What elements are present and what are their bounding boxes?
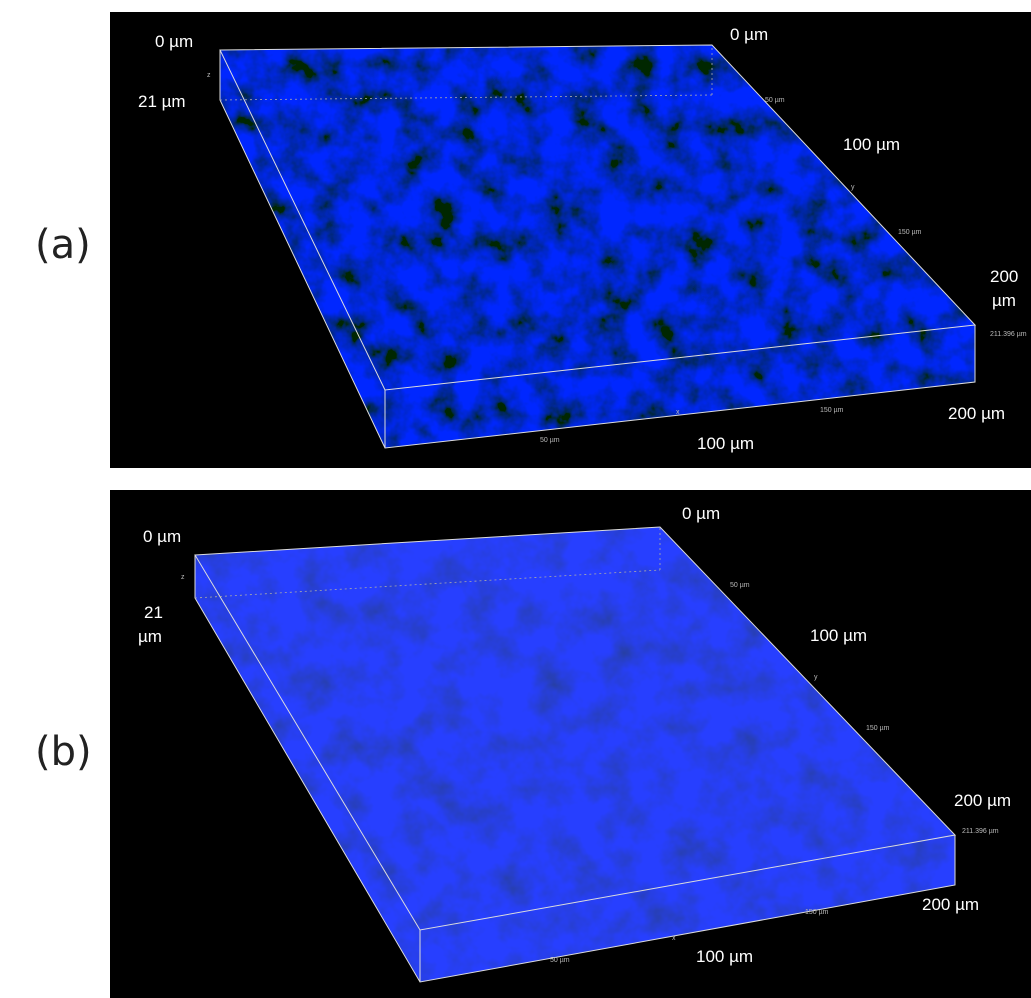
- annotation: 200 µm: [948, 404, 1005, 423]
- axis-mark: x: [672, 935, 676, 942]
- axis-mark: z: [207, 72, 211, 79]
- annotation: 21: [144, 603, 163, 622]
- annotation: µm: [138, 627, 162, 646]
- figure: (a) 0 µm 21 µm 0 µm 100 µm 200 µm 200 µm…: [0, 0, 1031, 998]
- axis-mark: 50 µm: [765, 97, 785, 104]
- annotation: 21 µm: [138, 92, 186, 111]
- axis-mark: 50 µm: [730, 582, 750, 589]
- axis-mark: 50 µm: [550, 957, 570, 964]
- axis-mark: 211.396 µm: [990, 331, 1027, 338]
- axis-mark: 150 µm: [820, 407, 844, 414]
- annotation: 100 µm: [810, 626, 867, 645]
- annotation: 0 µm: [143, 527, 181, 546]
- annotation: 200 µm: [954, 791, 1011, 810]
- annotation: 100 µm: [696, 947, 753, 966]
- axis-mark: x: [676, 409, 680, 416]
- annotation: 100 µm: [697, 434, 754, 453]
- annotation: 100 µm: [843, 135, 900, 154]
- annotation: 200: [990, 267, 1018, 286]
- annotation: 0 µm: [155, 32, 193, 51]
- annotation: 200 µm: [922, 895, 979, 914]
- annotation: µm: [992, 291, 1016, 310]
- panel-label: (b): [35, 729, 92, 775]
- axis-mark: 211.396 µm: [962, 828, 999, 835]
- axis-mark: z: [181, 574, 185, 581]
- annotation: 0 µm: [682, 504, 720, 523]
- axis-mark: 50 µm: [540, 437, 560, 444]
- axis-mark: 150 µm: [898, 229, 922, 236]
- axis-mark: 150 µm: [866, 725, 890, 732]
- axis-mark: y: [814, 674, 818, 681]
- axis-mark: y: [851, 184, 855, 191]
- panel-label: (a): [35, 222, 91, 268]
- axis-mark: 150 µm: [805, 909, 829, 916]
- annotation: 0 µm: [730, 25, 768, 44]
